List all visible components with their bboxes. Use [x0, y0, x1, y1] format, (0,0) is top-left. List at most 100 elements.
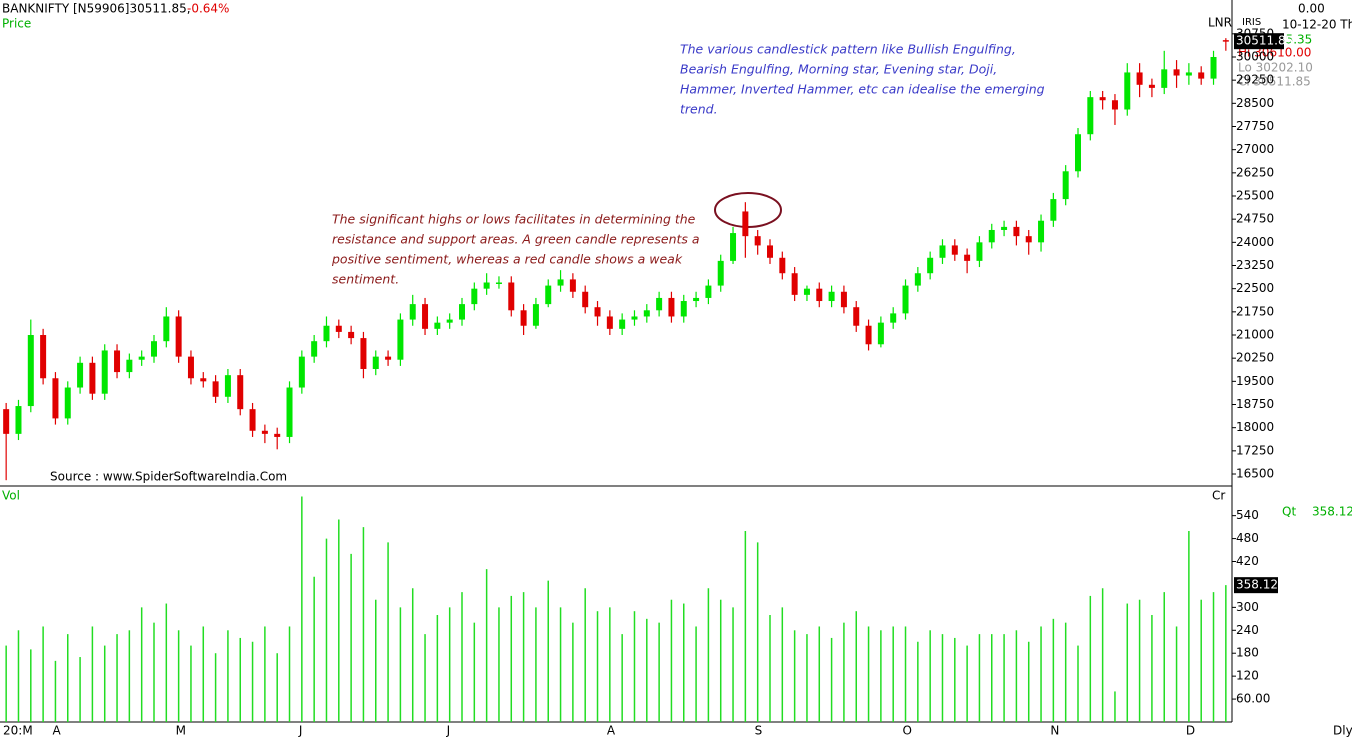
y-tick-label: 16500: [1236, 467, 1274, 481]
y-tick-label: 21750: [1236, 304, 1274, 318]
y-tick-label: 27000: [1236, 142, 1274, 156]
candle-body: [1099, 97, 1106, 101]
candle-body: [212, 381, 219, 397]
candle-body: [877, 322, 884, 345]
candle-body: [335, 325, 342, 332]
y-tick-label: 18000: [1236, 420, 1274, 434]
last-price-box: [1234, 33, 1284, 50]
iris: IRIS: [1242, 17, 1261, 28]
x-tick-label: S: [755, 724, 763, 738]
candle-body: [1136, 72, 1143, 85]
y-tick-label: 30000: [1236, 49, 1274, 63]
candle-body: [1062, 171, 1069, 200]
candle-body: [1111, 100, 1118, 110]
candle-body: [1087, 97, 1094, 135]
annotation-line: The various candlestick pattern like Bul…: [680, 42, 1016, 57]
candle-body: [286, 387, 293, 437]
candle-body: [508, 282, 515, 311]
candle-body: [483, 282, 490, 289]
candle-body: [816, 288, 823, 302]
vol-tick-label: 540: [1236, 508, 1259, 522]
last-volume: 358.12: [1236, 578, 1278, 592]
candle-body: [606, 316, 613, 329]
candle-body: [64, 387, 71, 419]
y-tick-label: 29250: [1236, 73, 1274, 87]
candle-body: [828, 291, 835, 302]
annotation-line: trend.: [680, 102, 718, 117]
y-tick-label: 23250: [1236, 258, 1274, 272]
candle-body: [126, 359, 133, 373]
candle-body: [298, 356, 305, 388]
close-info: Cl 30511.85: [1238, 75, 1311, 89]
x-tick-label: D: [1186, 724, 1195, 738]
candle-body: [261, 430, 268, 434]
candle-body: [668, 297, 675, 317]
candle-body: [89, 362, 96, 394]
symbol: BANKNIFTY [N59906]30511.85,: [2, 2, 191, 16]
candle-body: [927, 257, 934, 274]
vol-label: Vol: [2, 489, 20, 503]
candle-body: [101, 350, 108, 394]
x-tick-label: A: [52, 724, 61, 738]
candle-body: [902, 285, 909, 314]
vol-tick-label: 480: [1236, 531, 1259, 545]
candle-body: [40, 335, 47, 379]
candle-body: [914, 273, 921, 286]
candle-body: [3, 409, 10, 434]
x-tick-label: J: [298, 724, 303, 738]
candle-body: [890, 313, 897, 323]
y-tick-label: 28500: [1236, 96, 1274, 110]
x-tick-label: O: [903, 724, 912, 738]
candle-body: [569, 279, 576, 292]
candle-body: [1050, 199, 1057, 221]
candle-body: [976, 242, 983, 261]
candle-body: [619, 319, 626, 329]
candle-body: [853, 307, 860, 326]
candle-body: [1185, 72, 1192, 76]
y-tick-label: 19500: [1236, 374, 1274, 388]
candle-body: [693, 297, 700, 302]
zero: 0.00: [1298, 2, 1325, 16]
candle-body: [1222, 40, 1229, 42]
candle-body: [730, 233, 737, 261]
candle-body: [471, 288, 478, 305]
candle-body: [754, 236, 761, 246]
candle-body: [779, 257, 786, 274]
x-tick-label: 20:M: [3, 724, 33, 738]
candle-body: [1025, 236, 1032, 243]
candle-body: [77, 362, 84, 388]
qt-label: Qt: [1282, 505, 1296, 519]
candle-body: [1124, 72, 1131, 110]
candle-body: [200, 378, 207, 382]
candle-body: [1173, 69, 1180, 76]
candle-body: [422, 304, 429, 329]
candle-body: [495, 282, 502, 284]
annotation-line: The significant highs or lows facilitate…: [332, 212, 696, 227]
candle-body: [840, 291, 847, 308]
vol-tick-label: 240: [1236, 623, 1259, 637]
candle-body: [582, 291, 589, 308]
price-label: Price: [2, 17, 31, 31]
candle-body: [643, 310, 650, 317]
candle-body: [397, 319, 404, 360]
candle-body: [1198, 72, 1205, 79]
cr-label: Cr: [1212, 489, 1225, 503]
candle-body: [594, 307, 601, 317]
vol-tick-label: 420: [1236, 554, 1259, 568]
vol-tick-label: 60.00: [1236, 692, 1270, 706]
candle-body: [964, 254, 971, 261]
candle-body: [175, 316, 182, 357]
qt-value: 358.12: [1312, 505, 1352, 519]
candle-body: [114, 350, 121, 373]
candle-body: [15, 406, 22, 434]
annotation-line: Hammer, Inverted Hammer, etc can idealis…: [680, 82, 1045, 97]
low-info: Lo 30202.10: [1238, 61, 1313, 75]
candle-body: [951, 245, 958, 255]
vol-tick-label: 180: [1236, 646, 1259, 660]
date: 10-12-20 Th: [1282, 18, 1352, 32]
candle-body: [557, 279, 564, 286]
candle-body: [865, 325, 872, 345]
candle-body: [52, 378, 59, 419]
y-tick-label: 27750: [1236, 119, 1274, 133]
